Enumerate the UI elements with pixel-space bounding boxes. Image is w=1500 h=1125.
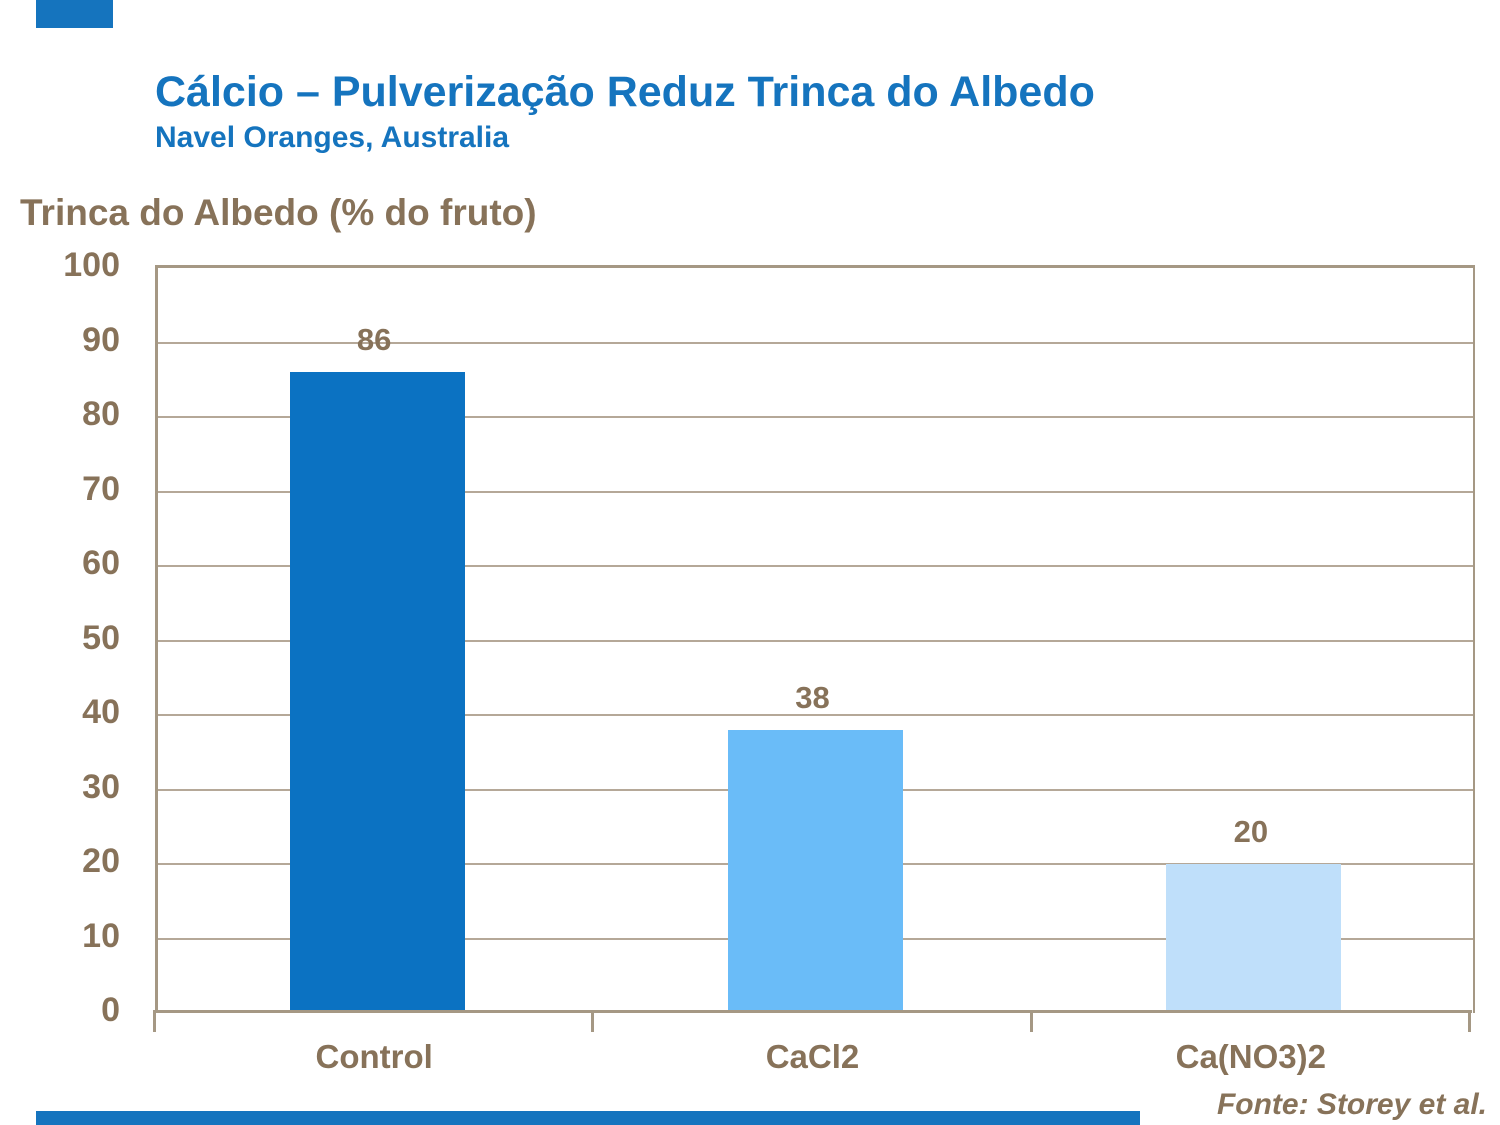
bar-cacl2 [728, 729, 903, 1013]
gridline-60 [158, 565, 1473, 567]
bar-value-label-ca-no3-2: 20 [1233, 814, 1269, 849]
y-tick-label-100: 100 [63, 246, 120, 284]
y-tick-label-50: 50 [82, 618, 120, 657]
plot-area [155, 265, 1475, 1013]
y-tick-label-20: 20 [82, 842, 120, 880]
bar-ca-no3-2 [1166, 864, 1342, 1013]
x-axis-tick-3 [1468, 1010, 1471, 1032]
y-tick-label-30: 30 [82, 767, 120, 806]
x-axis-tick-1 [591, 1010, 595, 1032]
bar-value-label-cacl2: 38 [795, 679, 830, 715]
y-axis-title: Trinca do Albedo (% do fruto) [20, 192, 537, 233]
x-category-label-cacl2: CaCl2 [765, 1038, 860, 1075]
gridline-90 [158, 341, 1473, 344]
gridline-80 [158, 416, 1473, 418]
bottom-accent-bar [36, 1111, 1140, 1125]
y-tick-label-80: 80 [82, 395, 120, 433]
x-category-label-control: Control [315, 1038, 433, 1075]
y-tick-label-60: 60 [82, 544, 120, 582]
top-accent-bar [36, 0, 113, 28]
x-axis-line [153, 1010, 1472, 1013]
bar-control [289, 372, 465, 1013]
y-tick-label-70: 70 [82, 469, 120, 508]
x-axis-tick-0 [153, 1010, 156, 1032]
slide-subtitle: Navel Oranges, Australia [155, 121, 510, 154]
slide-title: Cálcio – Pulverização Reduz Trinca do Al… [155, 68, 1095, 116]
bar-value-label-control: 86 [356, 322, 392, 358]
gridline-70 [158, 490, 1473, 493]
source-citation: Fonte: Storey et al. [1216, 1088, 1487, 1121]
y-tick-label-0: 0 [101, 991, 120, 1029]
x-axis-tick-2 [1029, 1010, 1033, 1032]
y-tick-label-40: 40 [82, 693, 120, 731]
gridline-40 [158, 714, 1473, 716]
gridline-50 [158, 639, 1473, 642]
x-category-label-ca-no3-2: Ca(NO3)2 [1175, 1038, 1326, 1075]
y-tick-label-90: 90 [82, 320, 120, 359]
y-tick-label-10: 10 [82, 916, 120, 955]
